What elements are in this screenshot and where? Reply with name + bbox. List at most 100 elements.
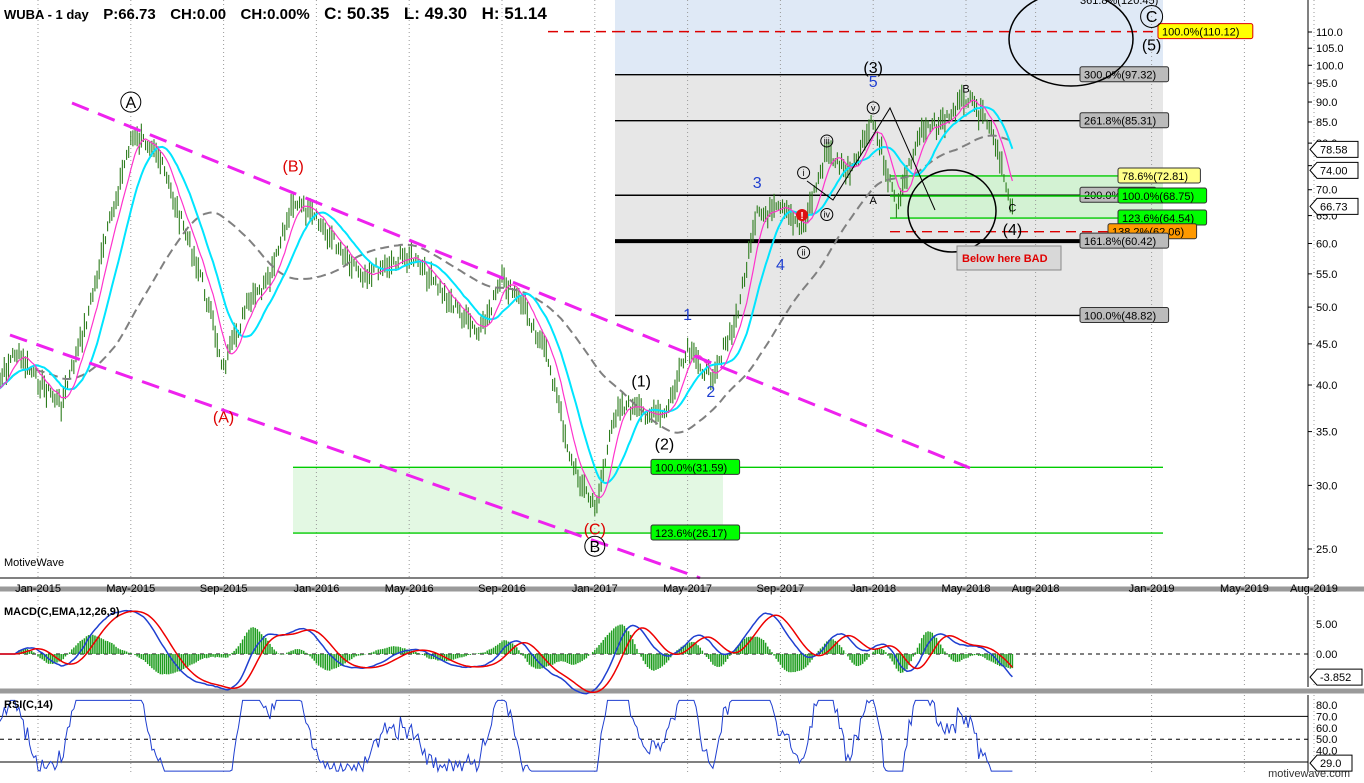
rsi-tick-label: 40.0 [1316, 746, 1337, 758]
macd-tick-label: 5.00 [1316, 619, 1337, 631]
rsi-last-tag [1309, 754, 1353, 772]
fib-label-box [1079, 66, 1170, 83]
macd-tick-label: 0.00 [1316, 649, 1337, 661]
x-tick-label: Sep-2017 [757, 583, 805, 595]
fib-label: 78.6%(72.81) [1122, 171, 1188, 183]
channel-line [71, 101, 971, 470]
wave-circle [120, 91, 142, 113]
wave-label: 5 [869, 74, 878, 91]
wave-circle [797, 245, 811, 259]
change-readout: CH:0.00 [170, 6, 227, 23]
fib-label-box [1117, 187, 1208, 204]
bottom-zone-box [293, 467, 723, 534]
rsi-last-label: 29.0 [1320, 758, 1341, 770]
wave-label: iv [824, 210, 831, 220]
y-tick-label: 85.0 [1316, 117, 1337, 129]
x-tick-label: Jan-2019 [1129, 583, 1175, 595]
y-tick-label: 25.0 [1316, 544, 1337, 556]
y-tick-label: 40.0 [1316, 380, 1337, 392]
wave-label: A [870, 195, 878, 207]
x-tick-label: Aug-2018 [1012, 583, 1060, 595]
ma-short-line [0, 99, 1013, 499]
x-tick-label: May-2018 [942, 583, 991, 595]
y-tick-label: 60.0 [1316, 239, 1337, 251]
last-price-tag [1309, 197, 1359, 215]
fib-label-box [1117, 167, 1201, 184]
rsi-tick-label: 50.0 [1316, 734, 1337, 746]
target-ellipse [1008, 0, 1134, 87]
change-pct-readout: CH:0.00% [240, 6, 310, 23]
channel-line [9, 333, 701, 580]
wave-label: 3 [753, 175, 762, 192]
x-tick-label: Sep-2015 [200, 583, 248, 595]
macd-last-tag [1309, 668, 1363, 686]
wave-label: (3) [863, 60, 883, 77]
last-price-tag [1309, 140, 1359, 158]
abc-line [806, 106, 936, 211]
wave-label: iii [824, 136, 830, 146]
x-tick-label: May-2017 [663, 583, 712, 595]
wave-label: (1) [631, 373, 651, 390]
callout-box [956, 245, 1062, 271]
y-tick-label: 95.0 [1316, 78, 1337, 90]
wave-label: (2) [655, 437, 675, 454]
wave-circle [866, 101, 880, 115]
chart-header: WUBA - 1 day P:66.73 CH:0.00 CH:0.00% C:… [4, 4, 557, 24]
wave-label: C [1008, 203, 1016, 215]
high-readout: H: 51.14 [481, 4, 547, 23]
y-tick-label: 90.0 [1316, 97, 1337, 109]
ma-slow-line [0, 134, 1013, 434]
wave-label: B [962, 84, 969, 96]
last-price-label: 78.58 [1320, 144, 1348, 156]
wave-circle [1140, 4, 1164, 28]
wave-label: v [871, 103, 876, 113]
wave-label: C [1146, 9, 1158, 26]
x-tick-label: Jan-2017 [572, 583, 618, 595]
y-tick-label: 50.0 [1316, 302, 1337, 314]
x-tick-label: Aug-2019 [1290, 583, 1338, 595]
fib-label: 100.0%(48.82) [1084, 310, 1156, 322]
fib-label-box [1079, 112, 1170, 129]
fib-label: 300.0%(97.32) [1084, 70, 1156, 82]
alert-icon-glyph: ! [800, 211, 803, 222]
fib-label-box [1079, 232, 1170, 249]
macd-last-label: -3.852 [1320, 672, 1351, 684]
y-tick-label: 45.0 [1316, 339, 1337, 351]
x-tick-label: May-2019 [1220, 583, 1269, 595]
wave-label: 1 [683, 307, 692, 324]
fib-label: 100.0%(31.59) [655, 462, 727, 474]
fibonacci-layer: 100.0%(110.12) 300.0%(97.32) 261.8%(85.31)… [293, 0, 1254, 541]
fib-label: 261.8%(85.31) [1084, 116, 1156, 128]
wave-label: 4 [776, 257, 785, 274]
wave-label: i [803, 168, 805, 178]
wave-label: (B) [283, 158, 304, 175]
overlay-layer: A(B)(A)(C)B(1)(2)1234(3)5(4)C(5)ABCiiiii… [9, 0, 1164, 580]
fib-label: 100.0%(68.75) [1122, 191, 1194, 203]
symbol-label: WUBA - 1 day [4, 7, 89, 22]
wave-label: (5) [1142, 38, 1162, 55]
y-tick-label: 30.0 [1316, 480, 1337, 492]
fib-label-top: 361.8%(120.45) [1080, 0, 1158, 7]
fib-label-box [650, 524, 741, 541]
low-readout: L: 49.30 [403, 4, 468, 23]
rsi-tick-label: 70.0 [1316, 711, 1337, 723]
rsi-tick-label: 60.0 [1316, 723, 1337, 735]
y-tick-label: 100.0 [1316, 60, 1344, 72]
wave-circle [584, 535, 606, 557]
fib-label-box [1079, 306, 1170, 323]
wave4-ellipse [907, 169, 997, 253]
x-tick-label: Sep-2016 [478, 583, 526, 595]
rsi-tick-label: 80.0 [1316, 700, 1337, 712]
y-tick-label: 35.0 [1316, 427, 1337, 439]
macd-signal-line [0, 610, 1013, 694]
fib-label: 123.6%(64.54) [1122, 213, 1194, 225]
wave-circle [797, 166, 811, 180]
macd-line [0, 609, 1013, 695]
fib-label: 161.8%(60.42) [1084, 236, 1156, 248]
y-tick-label: 55.0 [1316, 269, 1337, 281]
last-price-label: 74.00 [1320, 165, 1348, 177]
wave-label: (A) [213, 410, 234, 427]
wave-label: 2 [706, 384, 715, 401]
x-tick-label: May-2016 [385, 583, 434, 595]
